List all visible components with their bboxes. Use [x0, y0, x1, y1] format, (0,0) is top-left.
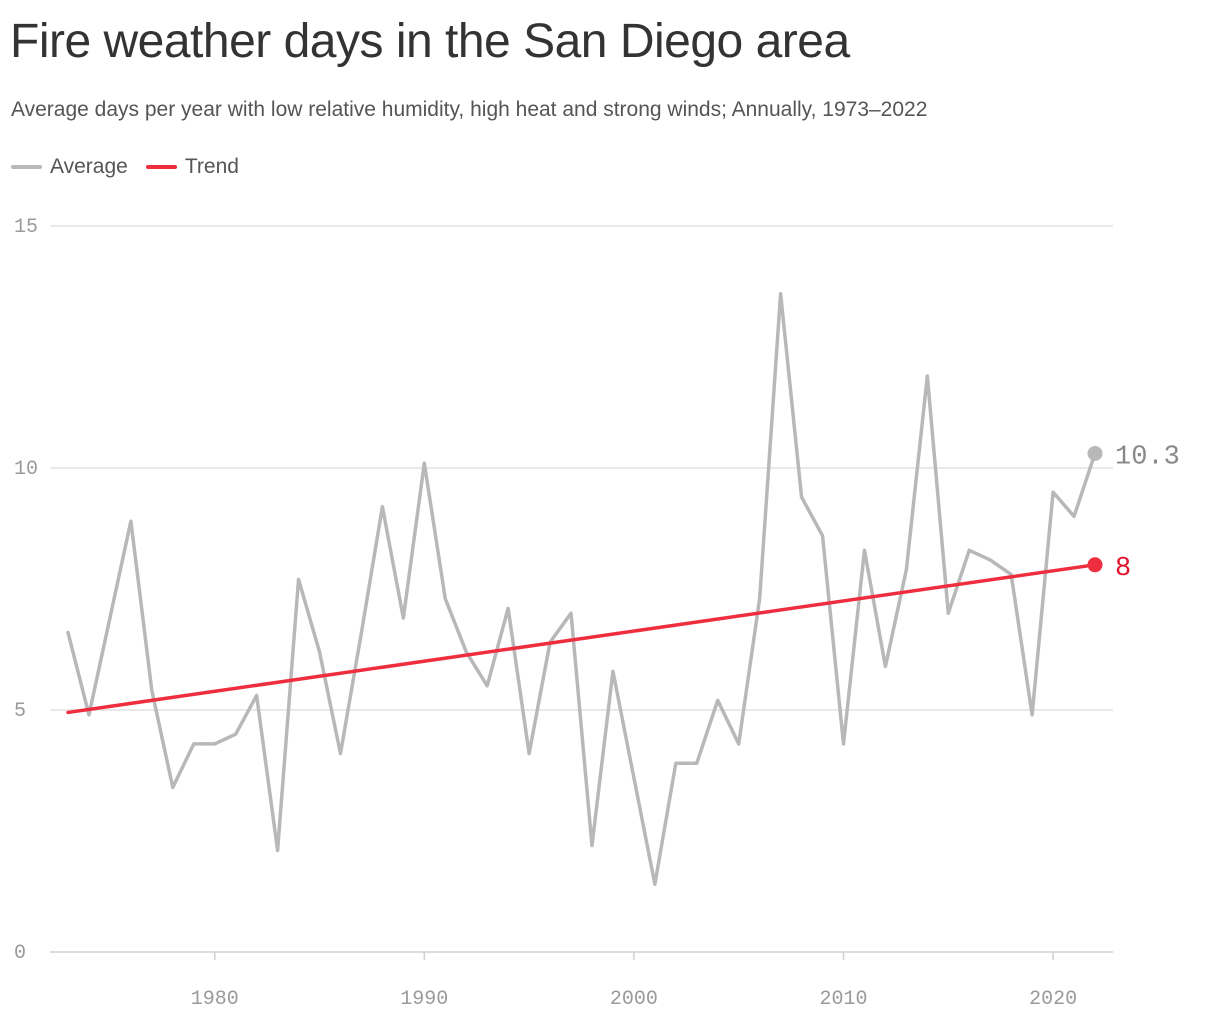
series-line-trend [66, 563, 1097, 715]
x-tick-label-2020: 2020 [1029, 988, 1077, 1011]
series-line-average [66, 292, 1097, 886]
y-tick-label-15: 15 [14, 216, 38, 239]
legend-label-trend: Trend [184, 155, 239, 178]
y-tick-label-5: 5 [14, 700, 26, 723]
legend-swatch-average [11, 165, 42, 169]
end-label-average: 10.3 [1115, 442, 1180, 472]
x-tick-label-2010: 2010 [819, 988, 867, 1011]
end-label-trend: 8 [1115, 554, 1131, 584]
chart-subtitle: Average days per year with low relative … [11, 98, 928, 121]
legend-item-trend: Trend [145, 155, 239, 179]
end-labels: 10.38 [1115, 442, 1180, 583]
gridlines [50, 225, 1113, 953]
legend-item-average: Average [11, 155, 128, 179]
y-tick-label-10: 10 [14, 458, 38, 481]
x-tick-label-1990: 1990 [400, 988, 448, 1011]
end-point-average [1087, 445, 1103, 461]
x-tick-label-1980: 1980 [191, 988, 239, 1011]
end-point-trend [1087, 557, 1103, 573]
chart-legend: Average Trend [11, 155, 257, 179]
legend-swatch-trend [145, 165, 177, 169]
chart-title: Fire weather days in the San Diego area [10, 15, 850, 68]
x-tick-label-2000: 2000 [610, 988, 658, 1011]
axes: 0 5 10 15 1980 1990 2000 2010 2020 [14, 216, 1077, 1011]
series [66, 292, 1103, 886]
y-tick-label-0: 0 [14, 942, 26, 965]
legend-label-average: Average [50, 155, 128, 178]
